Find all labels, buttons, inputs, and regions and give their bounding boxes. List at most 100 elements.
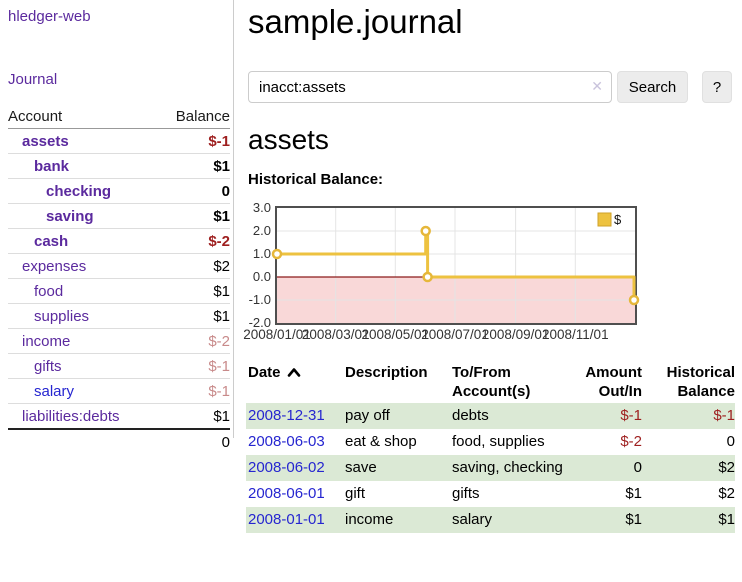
transaction-amount: $1 <box>625 485 642 502</box>
account-balance: $1 <box>213 407 230 425</box>
transaction-amount: $1 <box>625 511 642 528</box>
column-header-date[interactable]: Date <box>246 363 345 401</box>
account-link-expenses[interactable]: expenses <box>22 257 87 275</box>
help-button[interactable]: ? <box>702 71 732 103</box>
transaction-date-link[interactable]: 2008-06-02 <box>248 459 325 476</box>
transaction-accounts: saving, checking <box>452 459 563 476</box>
balance-column-header: Balance <box>175 107 230 125</box>
account-balance: $1 <box>213 282 230 300</box>
account-balance-table: Account Balance assets $-1 bank $1 checkin… <box>8 104 230 454</box>
page-title: sample.journal <box>248 3 463 40</box>
account-link-liabilities-debts[interactable]: liabilities:debts <box>22 407 120 425</box>
clear-search-icon[interactable]: ✕ <box>591 78 603 94</box>
account-row: gifts $-1 <box>8 354 230 379</box>
account-row: checking 0 <box>8 179 230 204</box>
account-balance: $-2 <box>208 232 230 250</box>
transaction-balance: 0 <box>726 433 735 450</box>
x-tick-label: 2008/11/01 <box>542 327 609 342</box>
chart-gridlines <box>277 208 635 323</box>
account-balance: $1 <box>213 157 230 175</box>
account-row: bank $1 <box>8 154 230 179</box>
account-row: cash $-2 <box>8 229 230 254</box>
account-heading: assets <box>248 124 329 155</box>
transaction-description: gift <box>345 485 366 502</box>
date-header-label: Date <box>248 364 281 381</box>
account-balance: $-1 <box>208 382 230 400</box>
register-row: 2008-06-02 save saving, checking 0 $2 <box>246 455 735 481</box>
search-input[interactable] <box>248 71 612 103</box>
account-link-checking[interactable]: checking <box>46 182 112 200</box>
account-balance: $2 <box>213 257 230 275</box>
y-tick-label: 2.0 <box>252 223 271 238</box>
account-row: liabilities:debts $1 <box>8 404 230 428</box>
account-link-saving[interactable]: saving <box>46 207 94 225</box>
sort-ascending-icon <box>287 368 300 377</box>
search-button[interactable]: Search <box>617 71 688 103</box>
account-row: income $-2 <box>8 329 230 354</box>
register-row: 2008-06-03 eat & shop food, supplies $-2… <box>246 429 735 455</box>
app-brand-link[interactable]: hledger-web <box>8 8 91 25</box>
account-balance: $-1 <box>208 357 230 375</box>
transaction-balance: $2 <box>718 485 735 502</box>
account-link-gifts[interactable]: gifts <box>34 357 62 375</box>
account-balance: $1 <box>213 207 230 225</box>
column-header-description: Description <box>345 364 428 381</box>
transaction-balance: $1 <box>718 511 735 528</box>
transaction-accounts: food, supplies <box>452 433 545 450</box>
column-header-balance: Historical Balance <box>666 364 735 400</box>
account-row: assets $-1 <box>8 129 230 154</box>
historical-balance-chart: $ <box>271 206 640 325</box>
register-row: 2008-06-01 gift gifts $1 $2 <box>246 481 735 507</box>
column-header-accounts: To/From Account(s) <box>452 364 531 400</box>
account-column-header: Account <box>8 107 63 125</box>
y-tick-label: 0.0 <box>252 269 271 284</box>
transaction-accounts: debts <box>452 407 489 424</box>
y-tick-label: -2.0 <box>248 315 271 330</box>
transaction-amount: $-2 <box>620 433 642 450</box>
transaction-balance: $2 <box>718 459 735 476</box>
data-point-markers <box>271 225 640 306</box>
chart-legend: $ <box>597 212 622 227</box>
search-form: ✕ <box>248 71 612 103</box>
account-link-supplies[interactable]: supplies <box>34 307 90 325</box>
x-tick-label: 2008/03/01 <box>301 327 370 342</box>
account-link-food[interactable]: food <box>34 282 64 300</box>
x-tick-label: 2008/01/01 <box>243 327 311 342</box>
account-link-assets[interactable]: assets <box>22 132 69 150</box>
transaction-balance: $-1 <box>713 407 735 424</box>
x-tick-label: 2008/09/01 <box>481 327 550 342</box>
account-row: food $1 <box>8 279 230 304</box>
account-row: supplies $1 <box>8 304 230 329</box>
register-table: Date Description To/From Account(s) Amoun… <box>246 363 735 533</box>
transaction-date-link[interactable]: 2008-06-03 <box>248 433 325 450</box>
account-link-salary[interactable]: salary <box>34 382 75 400</box>
column-header-amount: Amount Out/In <box>585 364 642 400</box>
account-link-income[interactable]: income <box>22 332 71 350</box>
account-balance: $1 <box>213 307 230 325</box>
transaction-amount: $-1 <box>620 407 642 424</box>
chart-title: Historical Balance: <box>248 171 384 188</box>
transaction-description: eat & shop <box>345 433 417 450</box>
account-link-bank[interactable]: bank <box>34 157 70 175</box>
y-tick-label: 3.0 <box>252 200 271 215</box>
legend-swatch <box>597 212 612 227</box>
sidebar-item-journal[interactable]: Journal <box>8 71 58 88</box>
register-row: 2008-12-31 pay off debts $-1 $-1 <box>246 403 735 429</box>
accounts-total-value: 0 <box>221 433 230 451</box>
account-link-cash[interactable]: cash <box>34 232 69 250</box>
register-header-row: Date Description To/From Account(s) Amoun… <box>246 363 735 401</box>
x-tick-label: 2008/07/01 <box>421 327 489 342</box>
y-tick-label: -1.0 <box>248 292 271 307</box>
account-row: salary $-1 <box>8 379 230 404</box>
account-row: expenses $2 <box>8 254 230 279</box>
transaction-accounts: gifts <box>452 485 480 502</box>
chart-canvas: $ <box>271 208 640 323</box>
transaction-date-link[interactable]: 2008-12-31 <box>248 407 325 424</box>
transaction-amount: 0 <box>633 459 642 476</box>
account-row: saving $1 <box>8 204 230 229</box>
transaction-date-link[interactable]: 2008-01-01 <box>248 511 325 528</box>
transaction-date-link[interactable]: 2008-06-01 <box>248 485 325 502</box>
x-tick-label: 2008/05/01 <box>361 327 430 342</box>
account-balance: $-2 <box>208 332 230 350</box>
transaction-description: pay off <box>345 407 390 424</box>
